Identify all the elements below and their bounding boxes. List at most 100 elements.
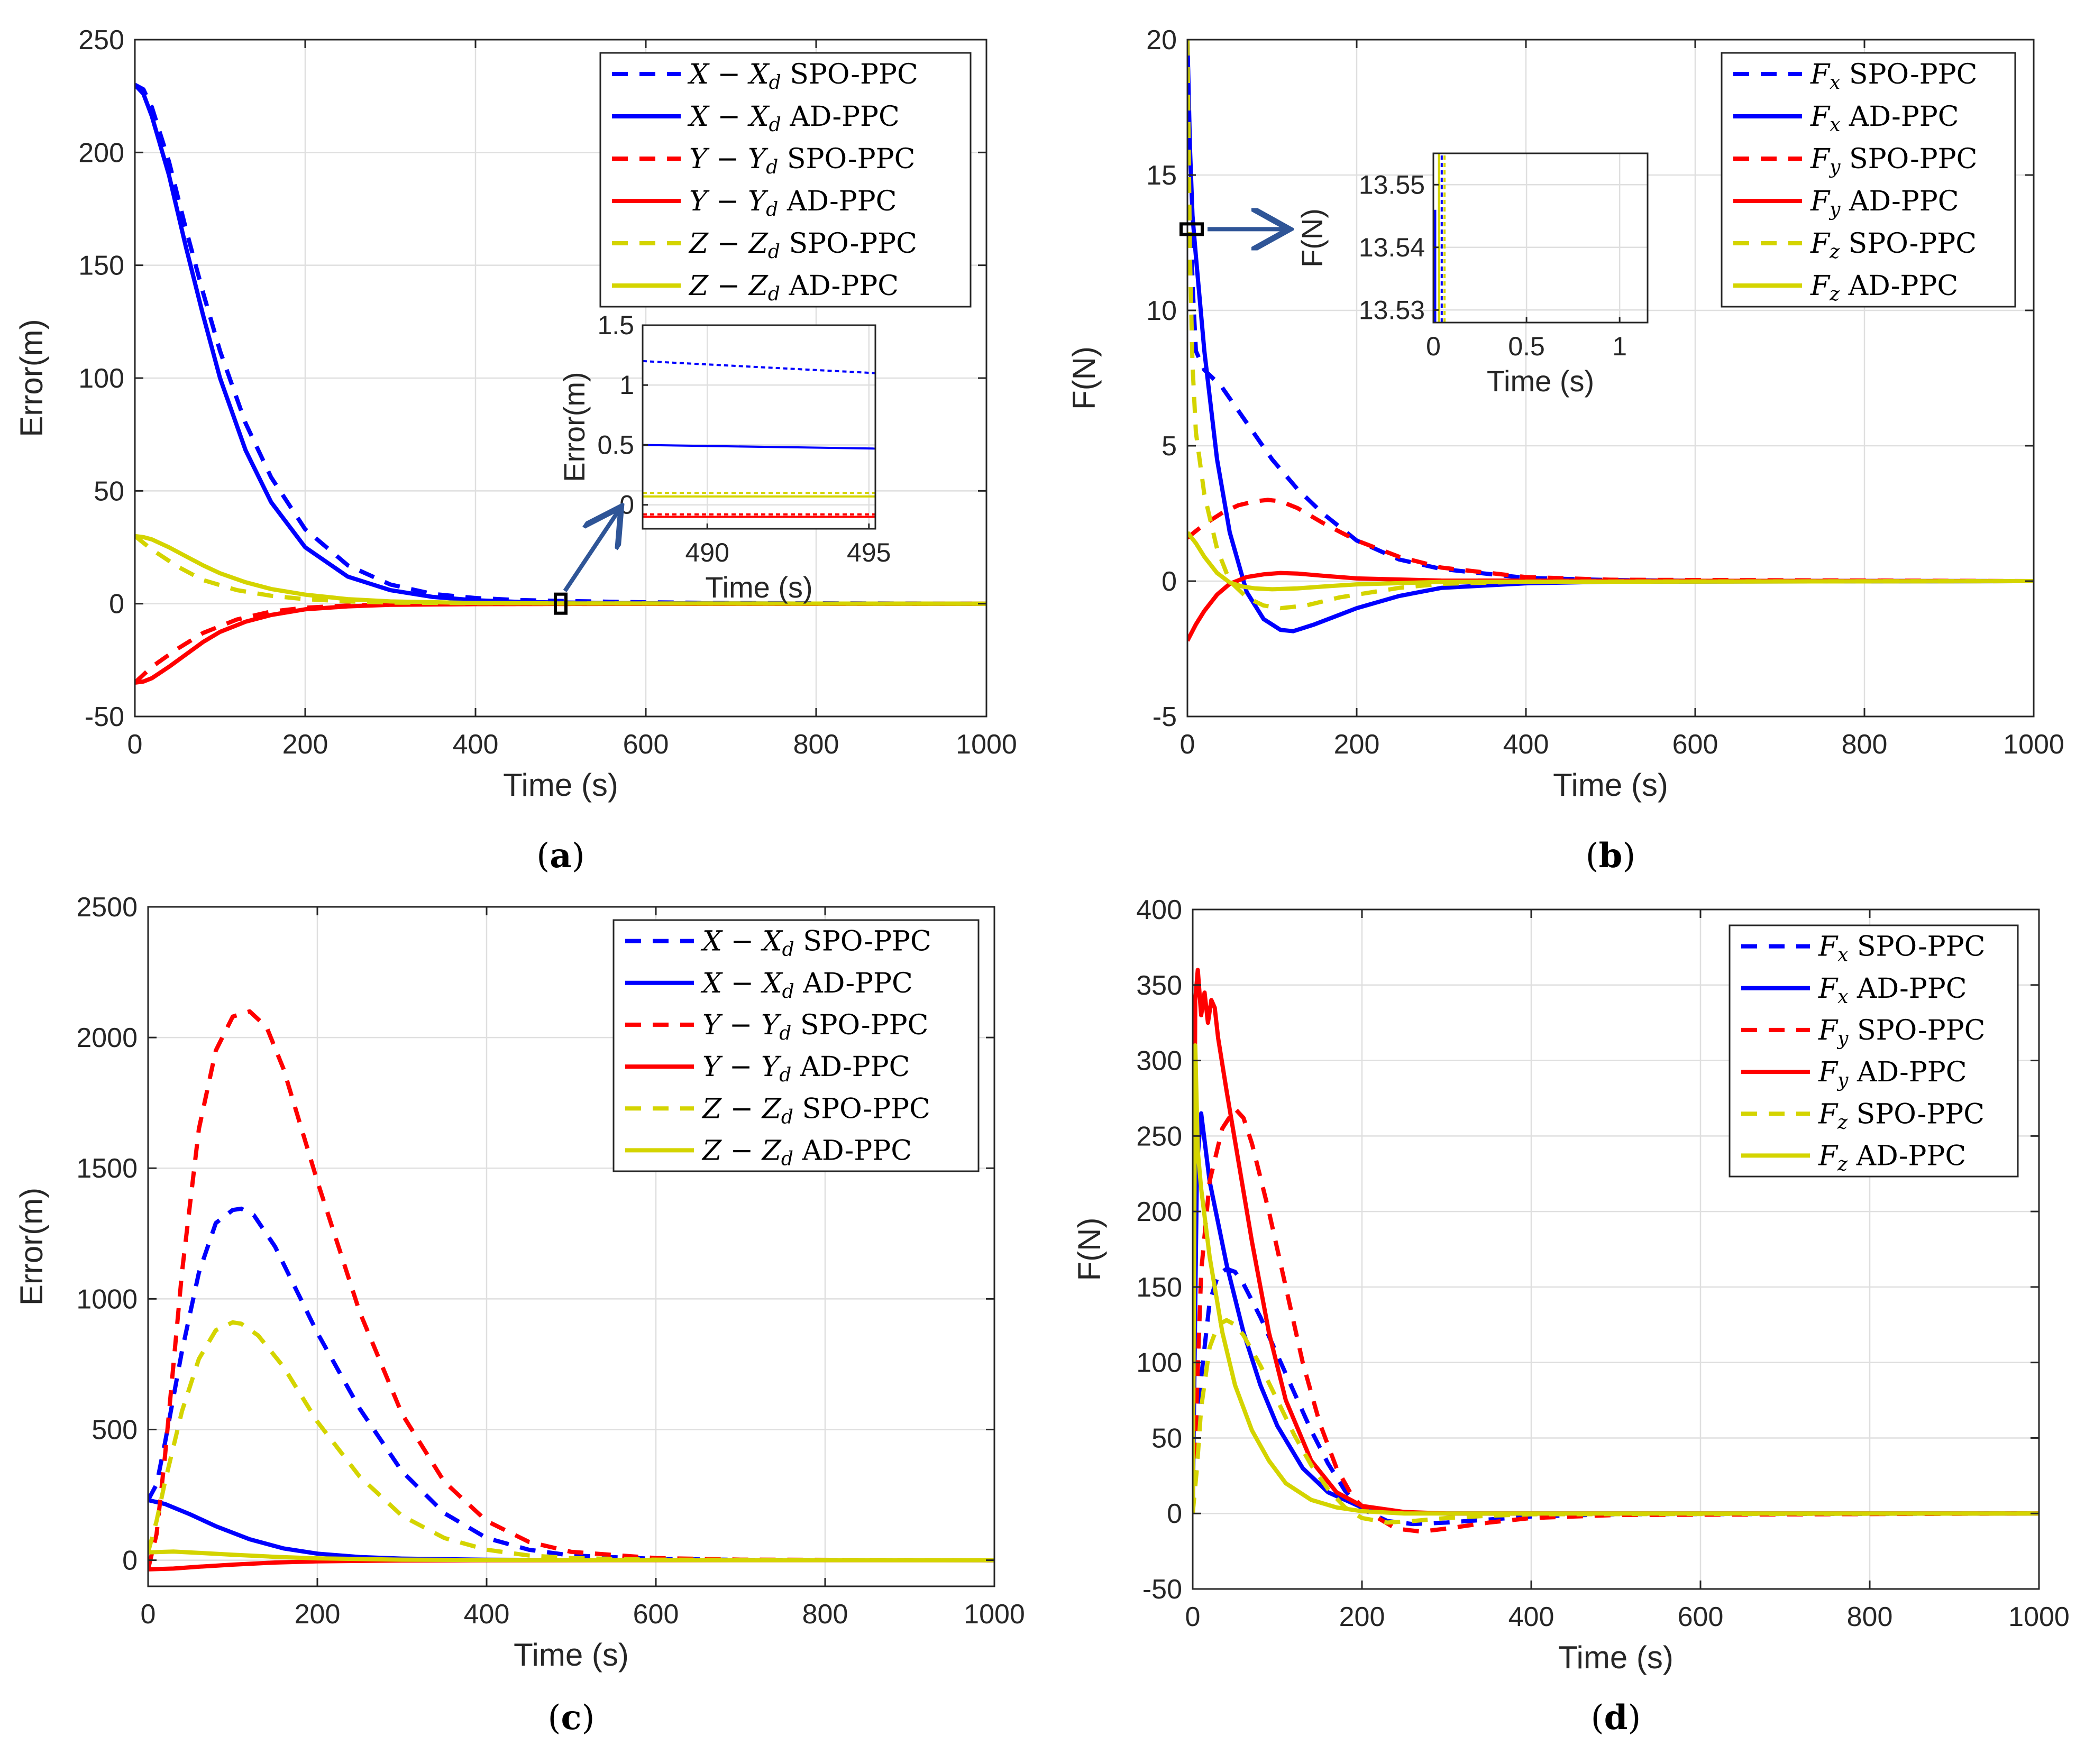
series-line-4 bbox=[1193, 968, 2039, 1516]
x-tick-label: 0 bbox=[141, 1599, 156, 1630]
inset-x-tick-label: 0 bbox=[1426, 332, 1441, 361]
legend-entry: Fz AD-PPC bbox=[1818, 1140, 1966, 1175]
series-line-4 bbox=[135, 601, 986, 685]
chart-panel-a: 0 200 400 600 800 1000-50050100150200250Time … bbox=[14, 25, 1017, 876]
legend-entry: Y − Yd AD-PPC bbox=[689, 186, 897, 221]
x-tick-label: 800 bbox=[793, 729, 839, 760]
inset-x-axis-label: Time (s) bbox=[1487, 364, 1594, 398]
inset-x-tick-label: 495 bbox=[847, 538, 891, 567]
legend-box bbox=[599, 52, 972, 308]
legend-entry: X − Xd SPO-PPC bbox=[700, 926, 931, 961]
series-line-6 bbox=[148, 1549, 994, 1563]
panel-caption: (d) bbox=[1591, 1698, 1641, 1738]
legend: X − Xd SPO-PPC X − Xd AD-PPC Y − Yd SPO-PP… bbox=[612, 919, 980, 1172]
series-line-5 bbox=[148, 1320, 994, 1563]
x-tick-label: 0 bbox=[127, 729, 143, 760]
x-tick-label: 200 bbox=[1334, 729, 1380, 760]
y-tick-label: 10 bbox=[1146, 296, 1177, 326]
x-tick-label: 600 bbox=[633, 1599, 679, 1630]
y-tick-label: 50 bbox=[1151, 1423, 1182, 1454]
y-tick-label: 300 bbox=[1136, 1046, 1182, 1077]
x-axis-label: Time (s) bbox=[503, 767, 618, 803]
plot-area bbox=[1193, 968, 2039, 1534]
y-axis-label: F(N) bbox=[1072, 1218, 1107, 1281]
inset-series-line-2 bbox=[643, 444, 875, 450]
series-line-3 bbox=[1193, 1106, 2039, 1534]
y-axis-label: Error(m) bbox=[14, 1188, 49, 1306]
inset-y-tick-label: 0 bbox=[619, 490, 634, 520]
x-tick-label: 200 bbox=[1339, 1602, 1385, 1632]
legend: Fx SPO-PPC Fx AD-PPC Fy SPO-PPC Fy AD-PPC Fz… bbox=[1729, 924, 2019, 1178]
y-tick-label: 1500 bbox=[76, 1153, 138, 1184]
x-tick-label: 800 bbox=[1842, 729, 1888, 760]
series-line-5 bbox=[1193, 1318, 2039, 1525]
inset-series-line-1 bbox=[643, 360, 875, 374]
x-tick-label: 400 bbox=[453, 729, 499, 760]
legend-entry: Z − Zd SPO-PPC bbox=[688, 228, 917, 263]
inset-x-tick-label: 0.5 bbox=[1508, 332, 1545, 361]
x-tick-label: 1000 bbox=[956, 729, 1017, 760]
legend-entry: Fz SPO-PPC bbox=[1810, 228, 1977, 263]
legend-entry: Fz AD-PPC bbox=[1810, 270, 1958, 305]
inset-frame bbox=[1432, 152, 1649, 324]
legend-entry: Z − Zd AD-PPC bbox=[701, 1135, 912, 1170]
inset-plot: 490 495 0 0.5 1 1.5 Time (s) Error(m) bbox=[557, 310, 891, 604]
x-axis-label: Time (s) bbox=[1553, 767, 1668, 803]
series-line-6 bbox=[1187, 531, 2034, 592]
panel-caption: (b) bbox=[1586, 836, 1636, 876]
inset-x-tick-label: 490 bbox=[685, 538, 729, 567]
x-tick-label: 0 bbox=[1180, 729, 1195, 760]
legend-entry: Z − Zd AD-PPC bbox=[688, 270, 899, 305]
x-tick-label: 400 bbox=[1503, 729, 1549, 760]
x-tick-label: 1000 bbox=[964, 1599, 1025, 1630]
inset-plot-area bbox=[643, 360, 875, 518]
chart-panel-d: 0 200 400 600 800 1000-5005010015020025030035… bbox=[1072, 895, 2070, 1738]
inset-x-axis-label: Time (s) bbox=[705, 571, 812, 604]
y-tick-label: 0 bbox=[1167, 1499, 1182, 1529]
y-tick-label: 0 bbox=[122, 1546, 138, 1576]
series-line-3 bbox=[1187, 498, 2034, 583]
legend-box bbox=[1729, 924, 2019, 1178]
legend-entry: X − Xd SPO-PPC bbox=[687, 59, 918, 94]
y-tick-label: 250 bbox=[1136, 1121, 1182, 1152]
plot-area bbox=[1187, 40, 2034, 642]
legend-entry: Fy AD-PPC bbox=[1818, 1056, 1967, 1091]
inset-y-axis-label: F(N) bbox=[1295, 208, 1329, 268]
legend-entry: Fy SPO-PPC bbox=[1810, 143, 1977, 178]
y-tick-label: 0 bbox=[1162, 566, 1177, 597]
x-tick-label: 0 bbox=[1185, 1602, 1201, 1632]
y-tick-label: 15 bbox=[1146, 160, 1177, 191]
inset-y-tick-label: 13.55 bbox=[1359, 170, 1425, 199]
series-line-6 bbox=[135, 534, 986, 606]
y-tick-label: 100 bbox=[1136, 1348, 1182, 1379]
series-line-3 bbox=[135, 601, 986, 684]
y-tick-label: -50 bbox=[85, 702, 124, 732]
y-tick-label: 200 bbox=[1136, 1197, 1182, 1227]
legend: Fx SPO-PPC Fx AD-PPC Fy SPO-PPC Fy AD-PPC Fz… bbox=[1721, 52, 2016, 308]
inset-plot-area bbox=[1434, 153, 1446, 323]
series-line-4 bbox=[1187, 571, 2034, 642]
y-tick-label: 150 bbox=[78, 251, 124, 281]
axes-frame bbox=[1186, 39, 2035, 718]
y-tick-label: 150 bbox=[1136, 1272, 1182, 1303]
legend-entry: Y − Yd AD-PPC bbox=[702, 1051, 910, 1086]
y-tick-label: 350 bbox=[1136, 970, 1182, 1001]
x-tick-label: 800 bbox=[1847, 1602, 1893, 1632]
inset-y-tick-label: 1 bbox=[619, 370, 634, 400]
series-line-5 bbox=[1187, 40, 2034, 611]
chart-panel-c: 0 200 400 600 800 1000 0 500 1000 1500 2000 2500 Tim… bbox=[14, 892, 1025, 1738]
legend-box bbox=[612, 919, 980, 1172]
legend-entry: Fx SPO-PPC bbox=[1810, 59, 1977, 94]
legend: X − Xd SPO-PPC X − Xd AD-PPC Y − Yd SPO-PP… bbox=[599, 52, 972, 308]
plot-area bbox=[148, 1009, 994, 1572]
x-tick-label: 200 bbox=[282, 729, 328, 760]
y-tick-label: 400 bbox=[1136, 895, 1182, 925]
legend-entry: Fx SPO-PPC bbox=[1818, 931, 1985, 966]
x-tick-label: 200 bbox=[295, 1599, 341, 1630]
x-tick-label: 1000 bbox=[2008, 1602, 2070, 1632]
y-tick-label: 2000 bbox=[76, 1023, 138, 1053]
inset-y-tick-label: 0.5 bbox=[597, 430, 634, 460]
series-line-2 bbox=[1187, 40, 2034, 633]
legend-entry: Y − Yd SPO-PPC bbox=[702, 1009, 928, 1044]
